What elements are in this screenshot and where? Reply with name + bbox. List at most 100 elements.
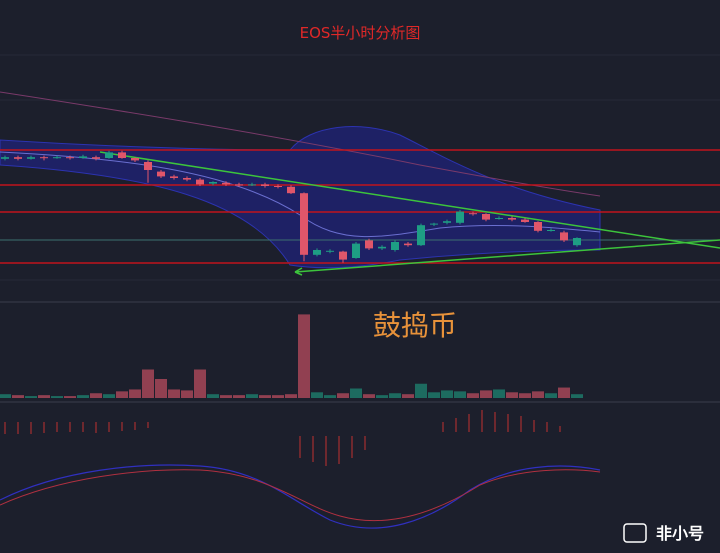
volume-bar: [220, 395, 232, 398]
volume-bar: [363, 394, 375, 398]
volume-bar: [64, 396, 76, 398]
volume-bar: [311, 392, 323, 398]
oscillator-line: [0, 464, 601, 529]
candle-body: [40, 157, 48, 159]
volume-bar: [38, 395, 50, 398]
candle-body: [313, 250, 321, 255]
volume-bar: [90, 393, 102, 398]
candle-body: [53, 157, 61, 159]
candle-body: [534, 222, 542, 231]
volume-bar: [532, 391, 544, 398]
volume-bar: [12, 395, 24, 398]
volume-bar: [480, 390, 492, 398]
volume-bar: [402, 394, 414, 398]
volume-bar: [129, 389, 141, 398]
volume-bar: [571, 394, 583, 398]
oscillator-signal: [0, 469, 601, 522]
candle-body: [118, 152, 126, 158]
candle-body: [430, 223, 438, 225]
candle-body: [105, 152, 113, 158]
volume-bar: [194, 369, 206, 398]
candle-body: [66, 157, 74, 159]
volume-bar: [103, 394, 115, 398]
volume-bar: [285, 394, 297, 398]
logo-icon: [623, 523, 647, 543]
candle-body: [261, 184, 269, 186]
candle-body: [417, 225, 425, 246]
candle-body: [560, 232, 568, 241]
candle-body: [170, 176, 178, 178]
volume-bar: [77, 395, 89, 398]
chart-title: EOS半小时分析图: [300, 24, 421, 42]
volume-bar: [298, 314, 310, 398]
trend-line: [294, 239, 720, 273]
candle-body: [456, 211, 464, 223]
volume-bar: [428, 392, 440, 398]
candle-body: [365, 240, 373, 249]
volume-bar: [155, 379, 167, 398]
volume-bar: [415, 383, 427, 398]
watermark: 鼓捣币: [373, 309, 457, 342]
candle-body: [547, 230, 555, 231]
candle-body: [209, 182, 217, 184]
candle-body: [469, 213, 477, 215]
volume-bar: [207, 394, 219, 398]
volume-bar: [350, 388, 362, 398]
volume-bar: [337, 393, 349, 398]
candle-body: [352, 243, 360, 258]
candle-body: [14, 157, 22, 159]
moving-average: [0, 151, 601, 238]
candle-body: [339, 251, 347, 260]
volume-bar: [233, 395, 245, 398]
candle-body: [521, 219, 529, 222]
candle-body: [235, 184, 243, 186]
candle-body: [274, 186, 282, 187]
candle-body: [326, 250, 334, 252]
volume-bar: [506, 392, 518, 398]
volume-bar: [493, 389, 505, 398]
candle-body: [157, 171, 165, 177]
candle-body: [92, 157, 100, 159]
candle-body: [391, 242, 399, 250]
volume-bar: [558, 387, 570, 398]
volume-bar: [519, 393, 531, 398]
candle-body: [79, 156, 87, 158]
candle-body: [1, 157, 9, 159]
logo-text: 非小号: [656, 524, 704, 543]
volume-bar: [51, 396, 63, 398]
candle-body: [443, 221, 451, 223]
volume-bar: [168, 389, 180, 398]
volume-bar: [389, 393, 401, 398]
volume-bar: [246, 394, 258, 398]
volume-bar: [25, 396, 37, 398]
candle-body: [495, 218, 503, 219]
volume-bar: [116, 391, 128, 398]
candle-body: [404, 243, 412, 246]
volume-bar: [142, 369, 154, 398]
candle-body: [196, 179, 204, 185]
trend-arrow: [294, 267, 303, 276]
volume-bar: [259, 395, 271, 398]
grid: [0, 54, 720, 281]
candle-body: [27, 157, 35, 159]
candle-body: [378, 246, 386, 249]
candle-body: [300, 193, 308, 255]
candle-body: [222, 182, 230, 185]
candle-body: [287, 186, 295, 194]
candle-body: [144, 162, 152, 170]
volume-bar: [0, 394, 11, 398]
volume-bar: [467, 393, 479, 398]
volume-bar: [324, 395, 336, 398]
macd-histogram: [4, 410, 561, 466]
candle-body: [482, 214, 490, 220]
volume-bar: [272, 395, 284, 398]
candle-body: [573, 238, 581, 246]
volume-bar: [441, 390, 453, 398]
moving-average: [0, 91, 601, 197]
volume-bar: [454, 391, 466, 398]
candle-body: [131, 158, 139, 161]
volume-bar: [545, 393, 557, 398]
trend-line: [99, 151, 720, 249]
